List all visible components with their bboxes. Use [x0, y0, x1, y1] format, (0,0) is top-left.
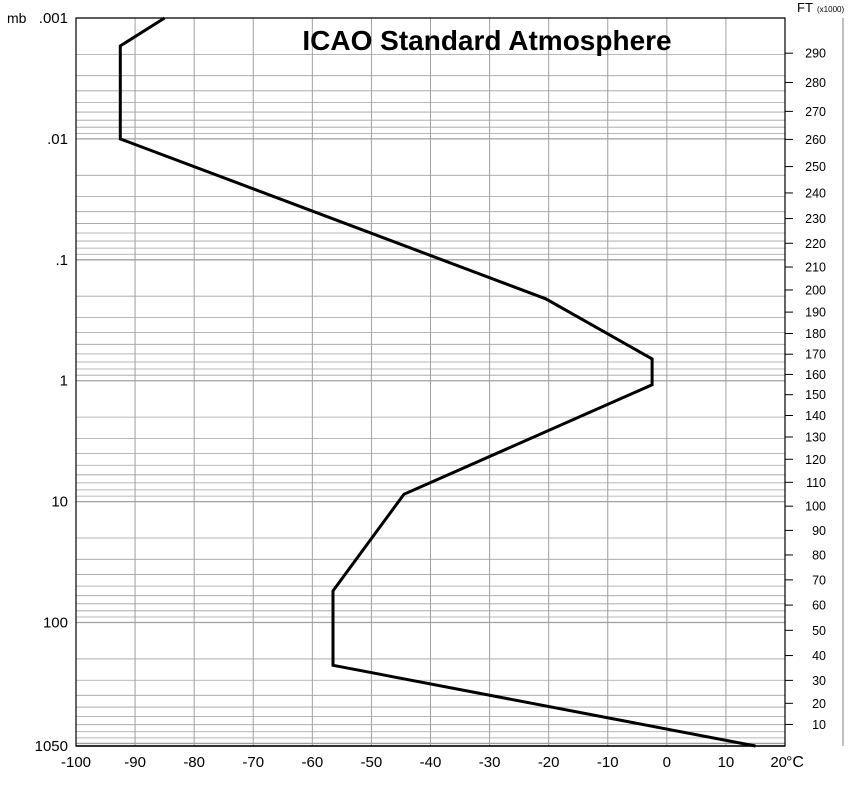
x-tick-label: -40: [420, 754, 442, 771]
profile-vertex: [651, 384, 653, 386]
altitude-tick-label: 70: [812, 573, 826, 587]
right-axis-multiplier: (x1000): [817, 5, 844, 14]
profile-vertex: [403, 493, 405, 495]
altitude-tick-label: 220: [805, 237, 826, 251]
altitude-tick-label: 80: [812, 548, 826, 562]
x-tick-label: -20: [538, 754, 560, 771]
altitude-tick-label: 30: [812, 674, 826, 688]
x-tick-label: -10: [597, 754, 619, 771]
series-layer: [118, 16, 756, 748]
altitude-tick-label: 230: [805, 212, 826, 226]
pressure-tick-label: .01: [47, 131, 68, 148]
profile-vertex: [119, 45, 121, 47]
x-unit-suffix: °C: [786, 754, 804, 771]
x-tick-label: -50: [361, 754, 383, 771]
label-layer: ICAO Standard Atmosphere mb FT (x1000) °…: [7, 0, 844, 771]
x-tick-label: 10: [718, 754, 735, 771]
x-tick-label: -90: [124, 754, 146, 771]
altitude-tick-label: 130: [805, 431, 826, 445]
altitude-tick-label: 240: [805, 186, 826, 200]
pressure-tick-label: 1: [60, 373, 68, 390]
profile-vertex: [332, 664, 334, 666]
pressure-tick-label: 10: [51, 494, 68, 511]
altitude-tick-label: 90: [812, 524, 826, 538]
axis-layer: [75, 17, 844, 747]
altitude-tick-label: 60: [812, 599, 826, 613]
altitude-tick-label: 250: [805, 160, 826, 174]
pressure-tick-label: 100: [43, 615, 68, 632]
altitude-tick-label: 280: [805, 76, 826, 90]
profile-vertex: [119, 138, 121, 140]
profile-vertex: [754, 745, 756, 747]
chart-title: ICAO Standard Atmosphere: [302, 25, 671, 56]
altitude-tick-label: 150: [805, 388, 826, 402]
altitude-tick-label: 270: [805, 105, 826, 119]
pressure-tick-label: .001: [39, 10, 68, 27]
grid-layer: [75, 17, 786, 746]
pressure-tick-label: .1: [55, 252, 68, 269]
right-axis-unit: FT: [797, 0, 813, 15]
altitude-tick-label: 120: [805, 453, 826, 467]
altitude-tick-label: 200: [805, 283, 826, 297]
x-tick-label: -30: [479, 754, 501, 771]
altitude-tick-label: 40: [812, 649, 826, 663]
x-tick-label: -60: [301, 754, 323, 771]
altitude-tick-label: 20: [812, 697, 826, 711]
altitude-tick-label: 110: [806, 476, 826, 490]
altitude-tick-label: 170: [805, 348, 826, 362]
x-tick-label: 0: [663, 754, 671, 771]
x-tick-label: -100: [61, 754, 91, 771]
altitude-tick-label: 140: [805, 409, 826, 423]
left-axis-unit: mb: [7, 10, 27, 26]
altitude-tick-label: 100: [805, 500, 826, 514]
altitude-tick-label: 210: [805, 261, 826, 275]
x-tick-label: 20: [770, 754, 787, 771]
temperature-profile-line: [118, 16, 756, 748]
altitude-tick-label: 10: [812, 718, 826, 732]
pressure-tick-label: 1050: [35, 738, 68, 755]
x-tick-label: -70: [242, 754, 264, 771]
altitude-tick-label: 180: [805, 327, 826, 341]
altitude-tick-label: 290: [805, 47, 826, 61]
altitude-tick-label: 50: [812, 624, 826, 638]
profile-vertex: [332, 590, 334, 592]
altitude-tick-label: 260: [805, 133, 826, 147]
altitude-tick-label: 190: [805, 306, 826, 320]
altitude-tick-label: 160: [805, 368, 826, 382]
profile-vertex: [651, 358, 653, 360]
profile-vertex: [164, 17, 166, 19]
profile-vertex: [545, 298, 547, 300]
x-tick-label: -80: [183, 754, 205, 771]
